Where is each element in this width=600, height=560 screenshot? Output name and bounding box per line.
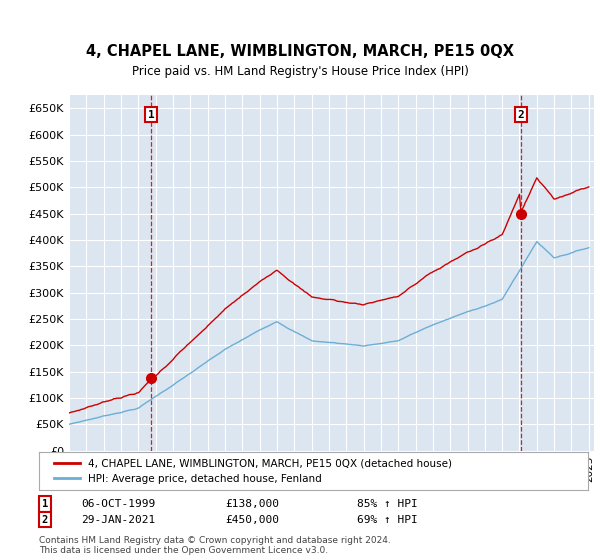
Text: £450,000: £450,000 (225, 515, 279, 525)
Text: 1: 1 (148, 110, 155, 120)
Text: Price paid vs. HM Land Registry's House Price Index (HPI): Price paid vs. HM Land Registry's House … (131, 64, 469, 78)
Text: 29-JAN-2021: 29-JAN-2021 (81, 515, 155, 525)
Text: £138,000: £138,000 (225, 499, 279, 509)
Text: Contains HM Land Registry data © Crown copyright and database right 2024.
This d: Contains HM Land Registry data © Crown c… (39, 536, 391, 555)
Text: 1: 1 (42, 499, 48, 509)
Text: 85% ↑ HPI: 85% ↑ HPI (357, 499, 418, 509)
Text: 69% ↑ HPI: 69% ↑ HPI (357, 515, 418, 525)
Text: 06-OCT-1999: 06-OCT-1999 (81, 499, 155, 509)
Legend: 4, CHAPEL LANE, WIMBLINGTON, MARCH, PE15 0QX (detached house), HPI: Average pric: 4, CHAPEL LANE, WIMBLINGTON, MARCH, PE15… (50, 454, 457, 488)
Text: 2: 2 (42, 515, 48, 525)
Text: 4, CHAPEL LANE, WIMBLINGTON, MARCH, PE15 0QX: 4, CHAPEL LANE, WIMBLINGTON, MARCH, PE15… (86, 44, 514, 59)
Text: 2: 2 (518, 110, 524, 120)
